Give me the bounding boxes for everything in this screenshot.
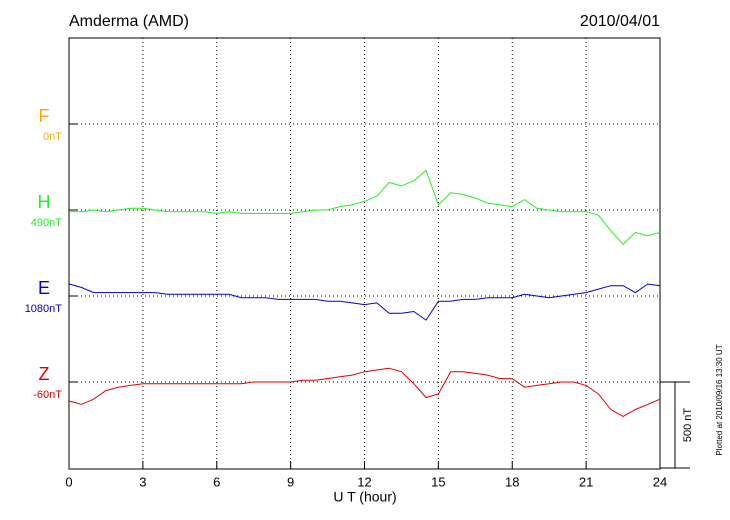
baseline-label: 0nT: [43, 131, 62, 143]
series-name: Z: [39, 364, 50, 384]
date: 2010/04/01: [580, 13, 660, 30]
chart-title: Amderma (AMD): [69, 13, 189, 30]
plotted-note: Plotted at 2010/09/16 13:30 UT: [715, 344, 724, 455]
series-name: H: [38, 192, 51, 212]
series-name: E: [38, 278, 50, 298]
x-tick-label: 12: [357, 474, 371, 489]
x-tick-label: 3: [139, 474, 146, 489]
x-tick-label: 21: [579, 474, 593, 489]
trace: [68, 283, 661, 321]
trace: [69, 169, 661, 246]
x-tick-label: 15: [431, 474, 445, 489]
baseline-label: -60nT: [33, 389, 62, 401]
x-tick-label: 9: [287, 474, 294, 489]
series-name: F: [39, 106, 50, 126]
baseline-label: 1080nT: [25, 303, 63, 315]
x-tick-label: 18: [505, 474, 519, 489]
scale-bar-label: 500 nT: [682, 408, 694, 443]
x-tick-label: 24: [653, 474, 667, 489]
trace: [68, 367, 661, 417]
x-tick-label: 6: [213, 474, 220, 489]
x-tick-label: 0: [65, 474, 72, 489]
x-axis-label: U T (hour): [333, 489, 396, 505]
baseline-label: 490nT: [31, 217, 62, 229]
